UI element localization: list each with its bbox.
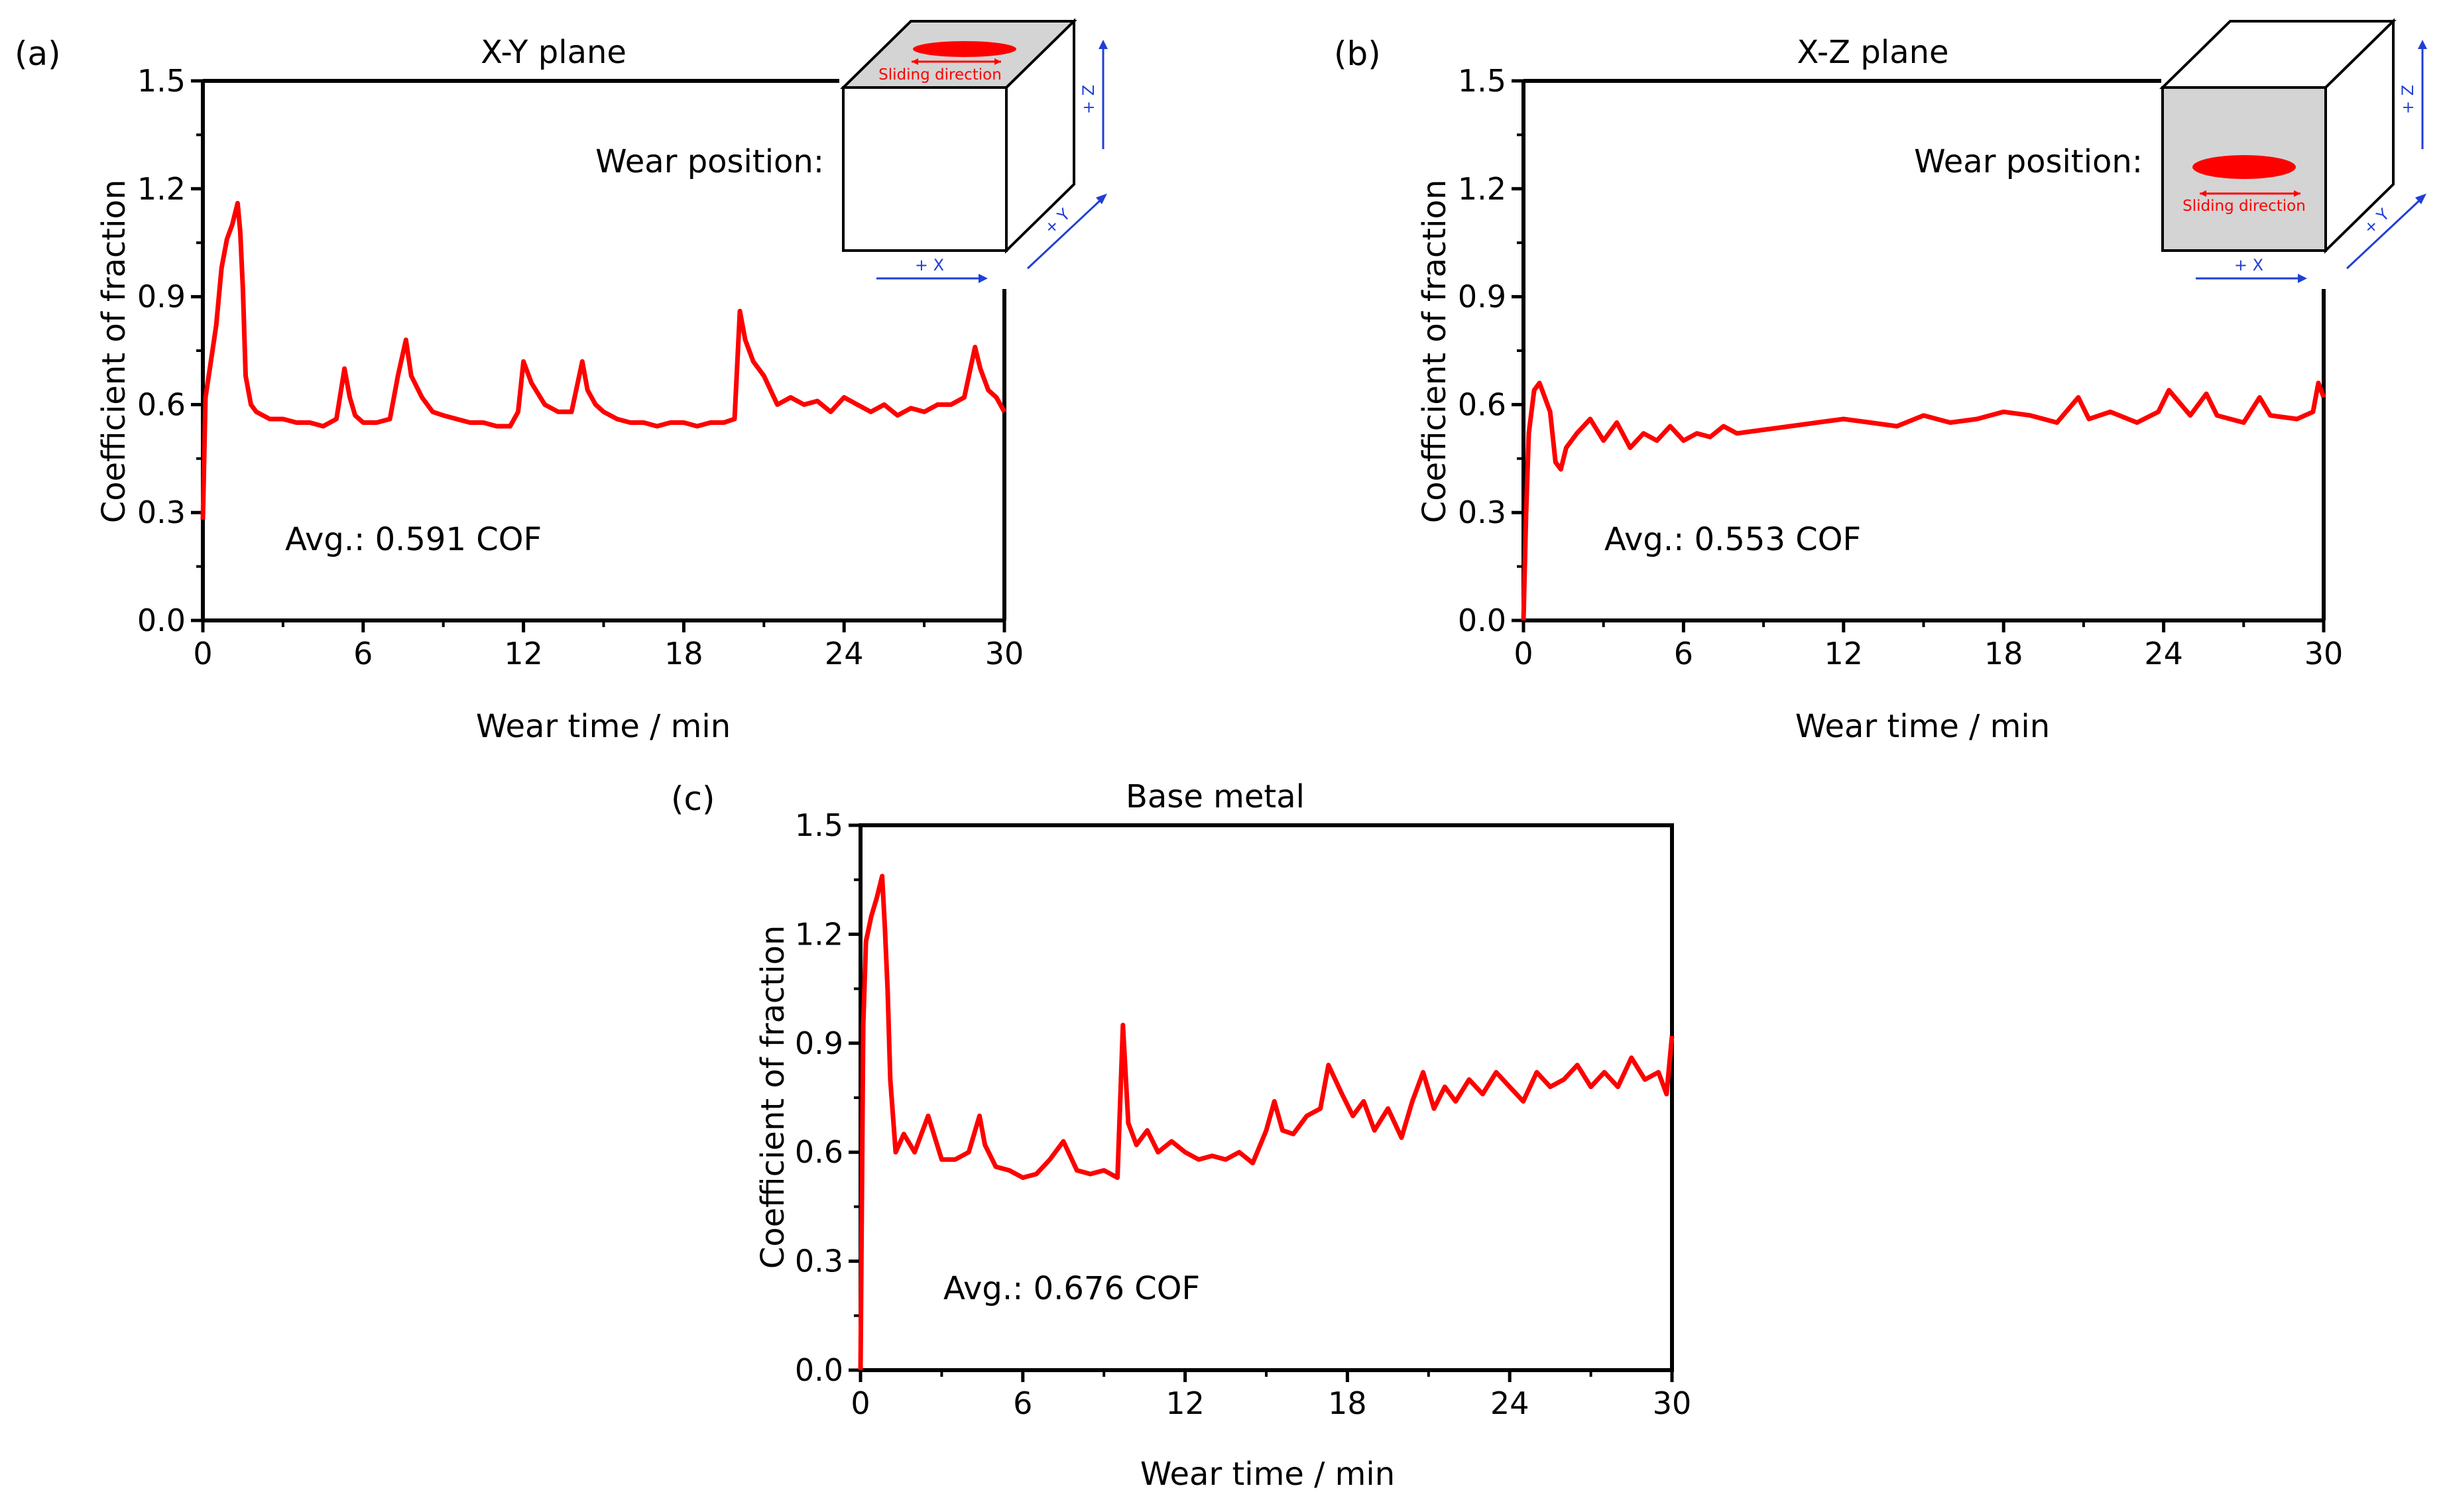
z-axis-arrow-head-b: [2418, 40, 2427, 49]
panel-label-b: (b): [1334, 34, 1381, 73]
y-tick-label-c-3: 0.9: [795, 1025, 843, 1061]
sliding-arrow-head-left-b: [2200, 190, 2206, 197]
y-tick-labels-c: 0.0 0.3 0.6 0.9 1.2 1.5: [795, 807, 843, 1388]
y-tick-label-c-0: 0.0: [795, 1352, 843, 1388]
axis-ticks-b: [1512, 79, 2326, 632]
y-tick-label-c-4: 1.2: [795, 916, 843, 952]
y-tick-label-b-4: 1.2: [1458, 171, 1506, 207]
x-tick-labels-a: 0 6 12 18 24 30: [193, 636, 1024, 671]
x-tick-label-b-2: 12: [1824, 636, 1864, 671]
sliding-direction-label-b: Sliding direction: [2182, 198, 2306, 215]
x-tick-label-a-3: 18: [664, 636, 703, 671]
y-axis-arrow-head-a: [1096, 194, 1107, 204]
series-line-a: [200, 201, 1007, 520]
y-axis-label-a: Coefficient of fraction: [95, 180, 133, 523]
avg-annotation-c: Avg.: 0.676 COF: [943, 1270, 1200, 1307]
y-tick-label-b-1: 0.3: [1458, 494, 1506, 530]
y-tick-labels-b: 0.0 0.3 0.6 0.9 1.2 1.5: [1458, 63, 1506, 638]
x-tick-label-b-1: 6: [1674, 636, 1693, 671]
y-tick-label-a-4: 1.2: [137, 171, 186, 207]
sliding-direction-label-a: Sliding direction: [878, 66, 1002, 84]
wear-track-a: [913, 41, 1016, 57]
chart-title-b: X-Z plane: [1797, 34, 1948, 71]
y-axis-label-b: Coefficient of fraction: [1416, 180, 1453, 523]
y-tick-label-b-3: 0.9: [1458, 279, 1506, 315]
y-tick-label-a-3: 0.9: [137, 279, 186, 315]
z-axis-arrow-head-a: [1099, 40, 1108, 49]
x-axis-label-a: Wear time / min: [476, 708, 731, 745]
x-tick-label-a-2: 12: [504, 636, 543, 671]
x-axis-label-c: Wear time / min: [1140, 1456, 1395, 1493]
panel-a: (a) X-Y plane 0 6 12 18 24 30 0.0 0.3 0.6 0.9 1.2…: [15, 18, 1108, 745]
block-front-face-a: [842, 86, 1008, 252]
panel-label-a: (a): [15, 34, 61, 73]
y-tick-label-b-2: 0.6: [1458, 386, 1506, 422]
y-tick-label-c-5: 1.5: [795, 807, 843, 843]
sliding-arrow-head-right-b: [2294, 190, 2300, 197]
z-axis-direction-label-b: + Z: [2399, 85, 2417, 114]
y-tick-label-b-0: 0.0: [1458, 603, 1506, 638]
y-tick-label-a-1: 0.3: [137, 494, 186, 530]
x-tick-label-c-0: 0: [851, 1385, 870, 1421]
panel-c: (c) Base metal 0 6 12 18 24 30 0.0 0.3 0.6 0.9 1.…: [671, 778, 1691, 1493]
x-tick-label-b-0: 0: [1514, 636, 1533, 671]
y-axis-label-c: Coefficient of fraction: [754, 925, 792, 1269]
y-tick-labels-a: 0.0 0.3 0.6 0.9 1.2 1.5: [137, 63, 186, 638]
wear-position-label-a: Wear position:: [595, 143, 824, 180]
x-tick-label-c-2: 12: [1165, 1385, 1205, 1421]
x-tick-labels-c: 0 6 12 18 24 30: [851, 1385, 1691, 1421]
sliding-arrow-head-right-a: [994, 58, 1001, 65]
x-tick-label-a-5: 30: [985, 636, 1024, 671]
y-tick-label-a-0: 0.0: [137, 603, 186, 638]
y-tick-label-b-5: 1.5: [1458, 63, 1506, 99]
x-tick-label-b-4: 24: [2144, 636, 2183, 671]
x-tick-label-c-1: 6: [1013, 1385, 1032, 1421]
x-tick-label-b-5: 30: [2304, 636, 2344, 671]
wear-position-label-b: Wear position:: [1914, 143, 2143, 180]
x-tick-labels-b: 0 6 12 18 24 30: [1514, 636, 2343, 671]
x-axis-direction-label-a: + X: [915, 256, 944, 274]
axis-ticks-c: [849, 823, 1674, 1382]
x-tick-label-b-3: 18: [1984, 636, 2023, 671]
x-tick-label-c-3: 18: [1328, 1385, 1367, 1421]
y-tick-label-a-5: 1.5: [137, 63, 186, 99]
x-tick-label-c-4: 24: [1490, 1385, 1529, 1421]
chart-title-a: X-Y plane: [481, 34, 626, 71]
x-tick-label-a-0: 0: [193, 636, 212, 671]
x-axis-arrow-head-b: [2298, 274, 2307, 283]
x-axis-direction-label-b: + X: [2234, 256, 2263, 274]
y-axis-arrow-head-b: [2415, 194, 2426, 204]
panel-label-c: (c): [671, 780, 715, 818]
sliding-arrow-head-left-a: [912, 58, 918, 65]
x-tick-label-c-5: 30: [1653, 1385, 1692, 1421]
y-tick-label-a-2: 0.6: [137, 386, 186, 422]
x-tick-label-a-4: 24: [825, 636, 864, 671]
avg-annotation-a: Avg.: 0.591 COF: [285, 521, 542, 558]
chart-title-c: Base metal: [1126, 778, 1305, 815]
y-axis-arrow-a: [1026, 198, 1103, 270]
panel-b: (b) X-Z plane 0 6 12 18 24 30 0.0 0.3 0.6 0.9 1.2…: [1334, 18, 2427, 745]
series-line-b: [1521, 380, 2326, 621]
y-axis-arrow-b: [2346, 198, 2422, 270]
wear-track-b: [2192, 155, 2296, 179]
z-axis-direction-label-a: + Z: [1079, 85, 1098, 114]
avg-annotation-b: Avg.: 0.553 COF: [1604, 521, 1861, 558]
wear-position-inset-b: Wear position: Sliding direction + X + Y…: [1914, 18, 2427, 283]
x-tick-label-a-1: 6: [353, 636, 373, 671]
y-tick-label-c-2: 0.6: [795, 1134, 843, 1170]
x-axis-label-b: Wear time / min: [1795, 708, 2050, 745]
x-axis-arrow-head-a: [979, 274, 988, 283]
wear-position-inset-a: Wear position: Sliding direction + X + Y…: [595, 18, 1108, 283]
y-tick-label-c-1: 0.3: [795, 1244, 843, 1279]
axis-ticks-a: [191, 79, 1006, 632]
series-line-c: [858, 874, 1675, 1371]
